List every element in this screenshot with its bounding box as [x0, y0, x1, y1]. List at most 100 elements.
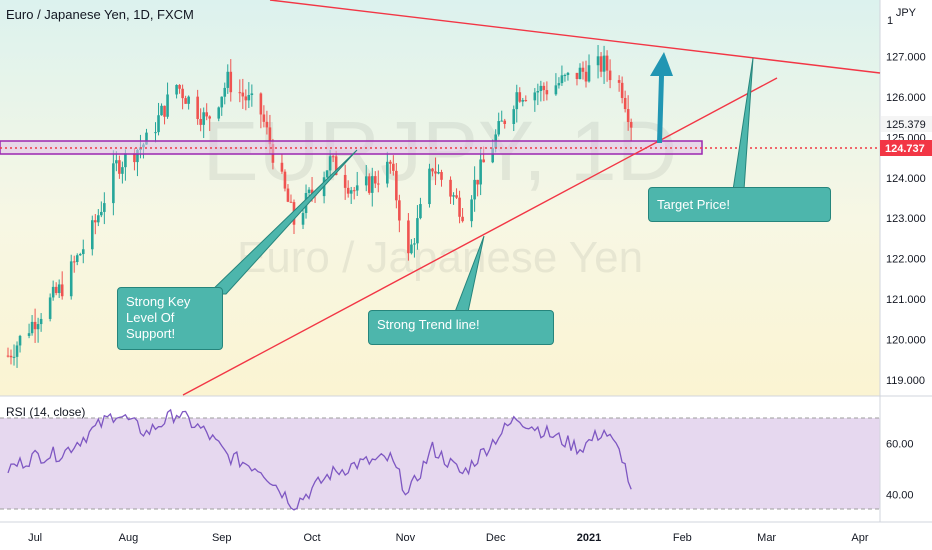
time-axis: Jul Aug Sep Oct Nov Dec 2021 Feb Mar Apr: [28, 532, 869, 544]
candle-body: [39, 318, 43, 325]
candle: [392, 155, 395, 176]
candle-body: [334, 156, 338, 175]
candle-body: [623, 97, 627, 110]
candle: [118, 155, 121, 179]
candle: [617, 75, 621, 92]
time-tick-label: Feb: [673, 532, 692, 544]
candle-body: [283, 171, 287, 189]
price-tick-label: 126.000: [886, 92, 926, 104]
candle-body: [307, 189, 311, 193]
support-callout-text: Strong Key Level Of Support!: [126, 294, 191, 341]
candle: [521, 97, 525, 107]
candle-body: [554, 85, 558, 95]
candle-body: [90, 220, 94, 250]
target-callout[interactable]: Target Price!: [648, 187, 831, 222]
candle-body: [524, 100, 528, 102]
candle: [500, 110, 504, 122]
candle-body: [503, 120, 507, 124]
candle: [9, 349, 13, 365]
rsi-indicator-label[interactable]: RSI (14, close): [6, 405, 86, 419]
candle-body: [536, 90, 540, 93]
time-tick-label: 2021: [577, 532, 601, 544]
candle-body: [205, 112, 208, 117]
currency-unit: JPY: [895, 7, 916, 19]
candle-body: [54, 286, 58, 294]
candle: [461, 208, 464, 223]
candle-body: [599, 56, 603, 72]
candle-body: [244, 96, 248, 101]
candle: [563, 73, 567, 82]
candle-body: [124, 153, 127, 168]
trend-callout[interactable]: Strong Trend line!: [368, 310, 554, 345]
candle-body: [343, 174, 347, 188]
candle-body: [136, 150, 139, 163]
candle: [560, 65, 564, 86]
candle-body: [389, 161, 392, 164]
candle-body: [36, 324, 40, 330]
candle: [100, 201, 103, 218]
candle-body: [33, 321, 37, 330]
candle: [244, 89, 248, 111]
candle-body: [238, 92, 242, 94]
candle-body: [51, 286, 55, 298]
chart-title: Euro / Japanese Yen, 1D, FXCM: [6, 7, 194, 22]
candle: [428, 163, 431, 208]
current-price-badge: [881, 116, 932, 132]
candle-body: [413, 243, 416, 245]
resistance-trendline[interactable]: [269, 0, 881, 74]
candle: [12, 344, 16, 366]
candle: [440, 169, 443, 187]
candle-body: [75, 255, 79, 262]
support-callout[interactable]: Strong Key Level Of Support!: [117, 287, 223, 350]
candle-body: [497, 121, 501, 135]
candle-body: [626, 109, 630, 123]
price-tick-label: 122.000: [886, 254, 926, 266]
candle: [602, 45, 606, 84]
candle: [524, 95, 528, 102]
candle: [545, 81, 549, 101]
candle-body: [355, 185, 359, 191]
candle: [265, 110, 269, 135]
candle-body: [452, 195, 455, 197]
current-price-label: 125.379: [886, 119, 926, 131]
candle-body: [581, 67, 585, 72]
candle: [497, 112, 501, 137]
candle: [629, 118, 633, 142]
candle: [413, 238, 416, 258]
candle: [325, 170, 329, 179]
candle-body: [163, 105, 166, 117]
candle: [349, 186, 353, 205]
rsi-axis: 60.00 40.00: [886, 438, 914, 501]
candle-body: [57, 284, 61, 294]
candle-body: [217, 107, 221, 119]
time-tick-label: Sep: [212, 532, 232, 544]
candle-body: [30, 321, 34, 334]
candle-body: [154, 132, 157, 134]
candle-body: [476, 179, 479, 185]
candle: [250, 84, 254, 107]
candle-body: [370, 176, 374, 193]
candle-body: [187, 96, 190, 104]
rsi-tick-label: 60.00: [886, 438, 914, 450]
candle-body: [364, 176, 368, 186]
candle-body: [331, 156, 335, 158]
candle-body: [419, 204, 422, 219]
time-tick-label: Jul: [28, 532, 42, 544]
candle: [217, 106, 221, 122]
candle: [512, 105, 516, 132]
candle: [15, 341, 19, 368]
candle-body: [407, 220, 410, 254]
candle: [72, 255, 76, 273]
candle-body: [262, 114, 266, 122]
candle-body: [461, 216, 464, 222]
candle: [78, 252, 82, 256]
candle: [542, 82, 546, 102]
candle: [30, 315, 34, 336]
candle: [259, 92, 263, 129]
candle-body: [416, 218, 419, 244]
candle: [202, 107, 205, 139]
candle: [515, 84, 519, 123]
support-trendline[interactable]: [182, 77, 778, 396]
candle: [208, 115, 212, 132]
candle-body: [166, 94, 169, 117]
